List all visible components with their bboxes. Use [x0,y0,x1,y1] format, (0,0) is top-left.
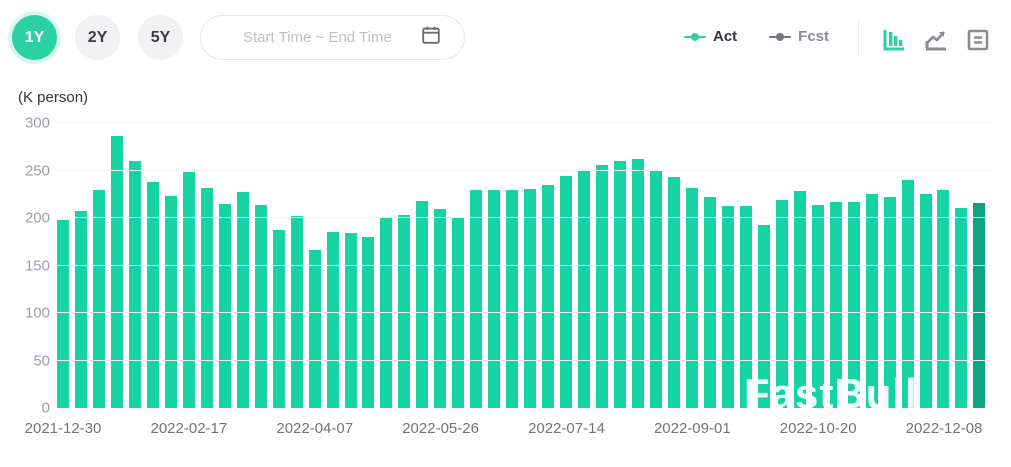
x-tick-label: 2022-02-17 [150,420,228,437]
bar[interactable] [793,191,806,408]
x-tick-label: 2022-10-20 [779,420,857,437]
gridline [57,359,990,361]
gridline [57,122,990,123]
bar[interactable] [452,218,465,408]
bar[interactable] [937,189,950,408]
bar[interactable] [434,208,447,408]
bar[interactable] [919,194,932,408]
bar[interactable] [739,205,752,408]
bar[interactable] [344,233,357,408]
y-tick-label: 300 [24,114,50,132]
data-table-icon[interactable] [966,28,990,52]
bar[interactable] [757,224,770,408]
bar[interactable] [955,207,968,408]
x-tick-label: 2022-12-08 [905,420,983,437]
line-chart-icon[interactable] [924,28,948,52]
legend-item-fcst[interactable]: Fcst [769,28,829,45]
y-tick-label: 100 [24,304,50,322]
y-tick-label: 0 [41,399,50,417]
bar[interactable] [649,170,662,408]
legend-item-act[interactable]: Act [684,28,737,45]
bar[interactable] [146,181,159,408]
y-tick-label: 200 [24,209,50,227]
bar[interactable] [829,201,842,408]
bar[interactable] [847,201,860,408]
bar-series-act [57,123,986,408]
bar[interactable] [901,180,914,408]
bar-chart-icon[interactable] [882,28,906,52]
header-divider [858,20,859,56]
bar[interactable] [685,187,698,408]
fcst-series-marker-icon [769,32,792,41]
bar[interactable] [254,204,267,408]
bar[interactable] [128,161,141,408]
bar[interactable] [164,196,177,408]
bar[interactable] [326,232,339,408]
gridline [57,264,990,266]
bar[interactable] [416,200,429,408]
bar[interactable] [542,184,555,408]
bar[interactable] [667,177,680,408]
bar[interactable] [973,202,986,408]
chart-legend: Act Fcst [684,28,829,45]
bar[interactable] [632,159,644,408]
x-tick-label: 2022-04-07 [276,420,354,437]
bar[interactable] [578,169,591,408]
bar[interactable] [721,205,734,408]
bar[interactable] [380,218,393,408]
range-button-5y[interactable]: 5Y [138,15,183,60]
bar[interactable] [596,164,609,408]
x-tick-label: 2022-07-14 [528,420,605,437]
range-button-2y[interactable]: 2Y [75,15,120,60]
gridline [57,217,990,218]
bar[interactable] [218,203,231,408]
bar[interactable] [92,189,105,408]
legend-act-label: Act [713,28,738,45]
gridline [57,169,990,171]
plot-area [57,122,990,408]
x-tick-label: 2021-12-30 [24,420,102,437]
y-axis: 0 50 100 150 200 250 300 [0,115,50,417]
range-button-1y[interactable]: 1Y [12,15,57,60]
bar[interactable] [506,190,519,408]
gridline [57,312,990,313]
bar[interactable] [308,250,321,408]
calendar-icon[interactable] [420,24,442,51]
bar[interactable] [272,230,285,408]
bar[interactable] [488,190,501,408]
bar[interactable] [811,204,824,408]
chart-view-switcher [882,28,990,52]
bar[interactable] [470,190,483,408]
x-tick-label: 2022-05-26 [402,420,479,437]
bar[interactable] [74,211,87,408]
bar[interactable] [560,176,573,408]
x-axis: 2021-12-30 2022-02-17 2022-04-07 2022-05-26… [25,420,986,442]
y-tick-label: 50 [33,352,50,369]
bar[interactable] [865,194,878,408]
y-tick-label: 150 [24,257,50,274]
y-axis-unit-label: (K person) [18,89,89,106]
date-range-input[interactable]: Start Time ~ End Time [200,15,465,60]
bar[interactable] [524,188,537,408]
bar[interactable] [110,136,123,408]
bar[interactable] [614,161,627,408]
date-range-placeholder: Start Time ~ End Time [243,29,392,46]
act-series-marker-icon [684,32,706,41]
bar[interactable] [703,197,716,408]
legend-fcst-label: Fcst [798,28,830,45]
bar[interactable] [200,187,213,408]
bar[interactable] [362,237,375,408]
bar[interactable] [236,192,249,408]
bar[interactable] [57,219,69,408]
bar[interactable] [182,172,195,408]
bar[interactable] [775,199,788,408]
bar[interactable] [883,197,896,408]
y-tick-label: 250 [24,162,50,179]
x-tick-label: 2022-09-01 [653,420,731,437]
